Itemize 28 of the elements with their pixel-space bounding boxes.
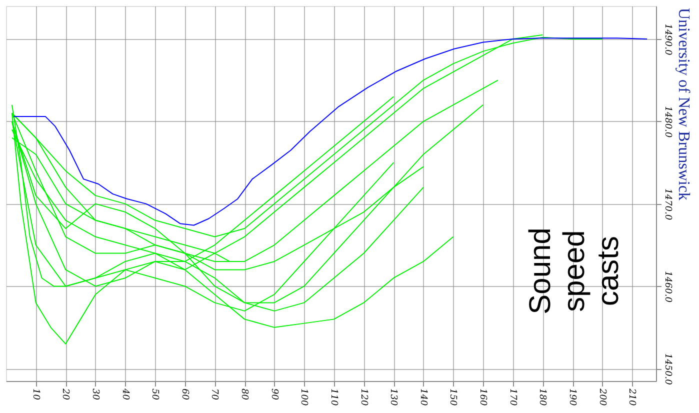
x-tick-label: 190: [567, 388, 578, 406]
x-tick-label: 100: [298, 388, 309, 406]
x-tick-label: 60: [179, 388, 190, 400]
annotation: Sound speed casts: [524, 228, 625, 314]
y-tick-label: 1480.0: [662, 106, 672, 138]
x-tick-label: 150: [448, 388, 458, 406]
x-tick-label: 120: [358, 388, 368, 406]
x-tick-label: 50: [150, 388, 160, 400]
y-tick-label: 1460.0: [662, 270, 672, 303]
y-tick-label: 1490.0: [662, 24, 672, 56]
x-tick-label: 110: [328, 388, 338, 406]
x-tick-label: 90: [268, 388, 279, 400]
x-tick-label: 210: [626, 388, 637, 406]
x-tick-label: 30: [90, 388, 100, 400]
x-tick-label: 80: [239, 388, 250, 400]
x-tick-label: 200: [596, 388, 607, 406]
x-tick-label: 40: [120, 388, 130, 400]
x-tick-label: 180: [537, 388, 548, 406]
x-tick-label: 160: [478, 388, 488, 406]
x-tick-label: 10: [30, 388, 40, 400]
x-tick-label: 140: [418, 388, 428, 406]
x-tick-label: 20: [60, 388, 70, 400]
y-tick-label: 1450.0: [662, 353, 672, 386]
x-tick-label: 170: [507, 388, 518, 406]
x-tick-label: 130: [388, 388, 398, 406]
text: University of New Brunswick: [675, 8, 692, 200]
y-tick-label: 1470.0: [662, 188, 672, 220]
x-tick-label: 70: [209, 388, 220, 400]
